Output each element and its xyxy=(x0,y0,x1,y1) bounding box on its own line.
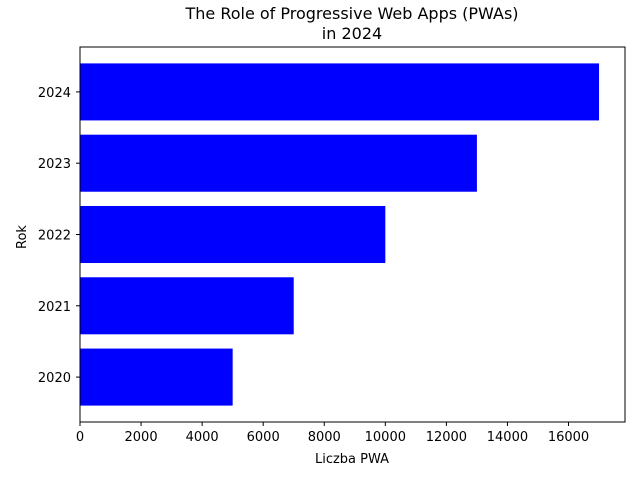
y-tick-label: 2021 xyxy=(38,300,71,315)
x-tick-label: 16000 xyxy=(548,430,589,445)
axes-frame xyxy=(79,46,626,423)
y-tick-label: 2020 xyxy=(38,371,71,386)
x-tick-label: 4000 xyxy=(186,430,219,445)
x-axis-ticks: 0 2000 4000 6000 8000 10000 12000 14000 16000 xyxy=(76,422,589,445)
bar-2023 xyxy=(80,134,477,192)
chart-title: The Role of Progressive Web Apps (PWAs) i… xyxy=(184,4,518,43)
x-tick-label: 8000 xyxy=(308,430,341,445)
x-tick-label: 6000 xyxy=(247,430,280,445)
bar-2020 xyxy=(80,348,233,406)
y-axis-ticks: 2020 2021 2022 2023 2024 xyxy=(38,86,80,386)
x-tick-label: 10000 xyxy=(365,430,406,445)
x-tick-label: 0 xyxy=(76,430,84,445)
bars-group xyxy=(80,63,600,406)
bar-2022 xyxy=(80,205,386,264)
x-tick-label: 14000 xyxy=(487,430,528,445)
y-tick-label: 2022 xyxy=(38,229,71,244)
x-axis-label: Liczba PWA xyxy=(315,452,389,467)
bar-2021 xyxy=(80,277,294,335)
x-tick-label: 2000 xyxy=(125,430,158,445)
x-tick-label: 12000 xyxy=(426,430,467,445)
chart-title-line: in 2024 xyxy=(322,24,382,43)
bar-2024 xyxy=(80,63,600,121)
y-axis-label: Rok xyxy=(15,225,30,249)
y-tick-label: 2023 xyxy=(38,157,71,172)
y-tick-label: 2024 xyxy=(38,86,71,101)
chart-title-line: The Role of Progressive Web Apps (PWAs) xyxy=(184,4,518,23)
